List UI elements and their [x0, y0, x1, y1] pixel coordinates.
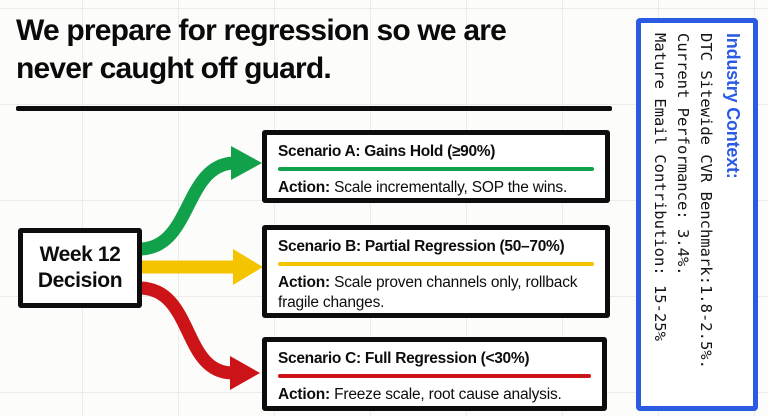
yellow-arrow	[141, 249, 263, 285]
scenario-c-action-text: Freeze scale, root cause analysis.	[329, 386, 562, 403]
scenario-b-action-label: Action:	[278, 274, 330, 291]
industry-context-panel: Industry Context: DTC Sitewide CVR Bench…	[636, 18, 758, 411]
scenario-a-action-label: Action:	[278, 179, 330, 196]
industry-context-line-email: Mature Email Contribution: 15-25%	[651, 33, 669, 341]
title-underline	[16, 106, 612, 111]
scenario-c-action: Action: Freeze scale, root cause analysi…	[278, 385, 591, 405]
scenario-b-title: Scenario B: Partial Regression (50–70%)	[278, 238, 565, 255]
industry-context-rotated-content: Industry Context: DTC Sitewide CVR Bench…	[648, 33, 743, 405]
scenario-c-card: Scenario C: Full Regression (<30%) Actio…	[262, 337, 607, 411]
scenario-b-action-text: Scale proven channels only, rollback fra…	[278, 274, 578, 311]
decision-label-line1: Week 12	[39, 243, 121, 266]
scenario-a-action: Action: Scale incrementally, SOP the win…	[278, 178, 594, 198]
industry-context-line-benchmark: DTC Sitewide CVR Benchmark:1.8-2.5%.	[697, 33, 715, 369]
slide-title-line2: never caught off guard.	[16, 52, 332, 85]
scenario-b-rule	[278, 262, 594, 266]
red-arrow	[140, 281, 260, 390]
slide-title: We prepare for regression so we are neve…	[16, 12, 616, 88]
scenario-a-card: Scenario A: Gains Hold (≥90%) Action: Sc…	[262, 130, 610, 203]
scenario-a-rule	[278, 167, 594, 171]
scenario-c-title: Scenario C: Full Regression (<30%)	[278, 350, 530, 367]
scenario-b-card: Scenario B: Partial Regression (50–70%) …	[262, 225, 610, 318]
decision-label-line2: Decision	[37, 269, 123, 292]
green-arrow	[140, 146, 262, 256]
industry-context-line-performance: Current Performance: 3.4%.	[674, 33, 692, 276]
scenario-b-action: Action: Scale proven channels only, roll…	[278, 273, 594, 313]
scenario-c-action-label: Action:	[278, 386, 330, 403]
scenario-c-rule	[278, 374, 591, 378]
industry-context-heading: Industry Context:	[723, 33, 743, 179]
week-12-decision-node: Week 12 Decision	[18, 228, 142, 308]
scenario-a-action-text: Scale incrementally, SOP the wins.	[329, 179, 568, 196]
slide-title-line1: We prepare for regression so we are	[16, 14, 507, 47]
scenario-a-title: Scenario A: Gains Hold (≥90%)	[278, 143, 496, 160]
